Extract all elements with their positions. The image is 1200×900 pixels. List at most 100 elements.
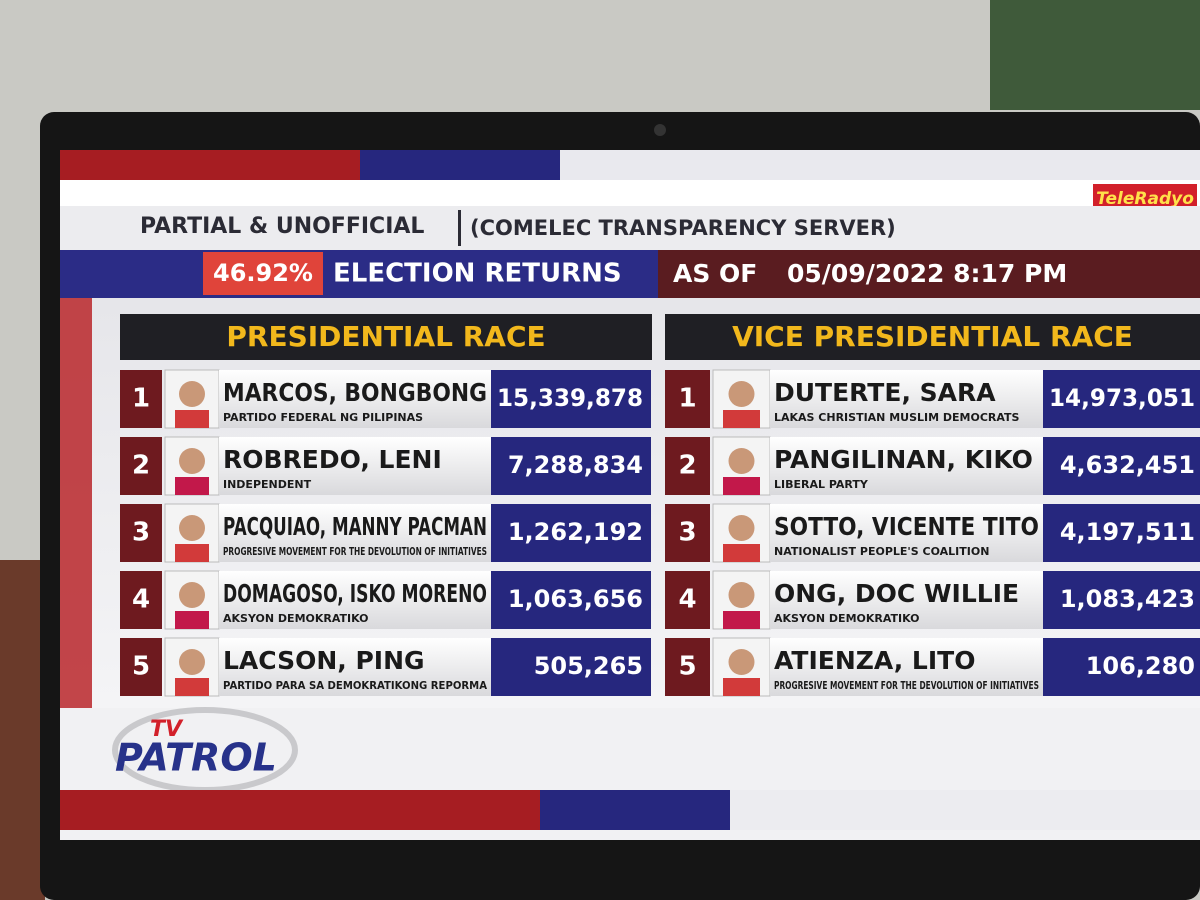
asof-band xyxy=(658,250,1200,298)
percent-box xyxy=(203,252,323,295)
votes: 14,973,051 xyxy=(1049,384,1195,412)
name-box xyxy=(219,370,491,428)
stripe-white xyxy=(560,150,1200,182)
photo-face xyxy=(179,582,205,608)
photo-body xyxy=(175,410,209,428)
candidate-name: PANGILINAN, KIKO xyxy=(774,445,1033,474)
candidate-name: PACQUIAO, MANNY PACMAN xyxy=(223,512,487,541)
votes-box xyxy=(1043,370,1200,428)
rank: 1 xyxy=(678,384,696,414)
photo-face xyxy=(179,381,205,407)
divider xyxy=(458,210,461,246)
rank: 1 xyxy=(132,384,150,414)
logo-top: TV xyxy=(150,717,184,742)
bottom-stripe-blue xyxy=(540,790,730,830)
rank: 2 xyxy=(132,451,150,481)
candidate-party: AKSYON DEMOKRATIKO xyxy=(774,612,920,625)
logo-main: PATROL xyxy=(115,736,277,780)
rank-box xyxy=(665,370,710,428)
returns-band xyxy=(60,250,658,298)
rank: 5 xyxy=(132,652,150,682)
percent: 46.92% xyxy=(213,259,313,287)
votes-box xyxy=(1043,437,1200,495)
votes-box xyxy=(491,504,651,562)
name-box xyxy=(770,370,1043,428)
votes-box xyxy=(491,571,651,629)
photo-face xyxy=(728,515,755,541)
name-box xyxy=(219,571,491,629)
photo-body xyxy=(175,544,209,562)
rank-box xyxy=(120,370,162,428)
rank-box xyxy=(665,437,710,495)
rank-box xyxy=(665,504,710,562)
votes: 505,265 xyxy=(534,652,643,680)
candidate-party: LAKAS CHRISTIAN MUSLIM DEMOCRATS xyxy=(774,411,1020,424)
desk xyxy=(0,560,45,900)
rank: 3 xyxy=(132,518,150,548)
bottom-stripe-red xyxy=(60,790,540,830)
photo-face xyxy=(728,582,755,608)
status: PARTIAL & UNOFFICIAL xyxy=(140,214,424,239)
name-box xyxy=(770,638,1043,696)
candidate-name: ROBREDO, LENI xyxy=(223,445,442,474)
votes-box xyxy=(1043,571,1200,629)
bottom-stripe-white xyxy=(730,790,1200,830)
photo-face xyxy=(728,381,755,407)
source: (COMELEC TRANSPARENCY SERVER) xyxy=(470,216,896,240)
votes-box xyxy=(1043,504,1200,562)
rank-box xyxy=(120,437,162,495)
votes: 4,632,451 xyxy=(1060,451,1195,479)
candidate-party: LIBERAL PARTY xyxy=(774,478,869,491)
votes: 1,262,192 xyxy=(508,518,643,546)
votes-box xyxy=(1043,638,1200,696)
photo-body xyxy=(723,544,760,562)
rank-box xyxy=(665,638,710,696)
photo-face xyxy=(179,649,205,675)
panel-edge xyxy=(60,298,92,708)
votes: 1,063,656 xyxy=(508,585,643,613)
votes: 1,083,423 xyxy=(1060,585,1195,613)
candidate-party: INDEPENDENT xyxy=(223,478,312,491)
stripe-blue xyxy=(360,150,560,182)
photo-face xyxy=(179,515,205,541)
name-box xyxy=(219,437,491,495)
photo-face xyxy=(728,649,755,675)
candidate-name: MARCOS, BONGBONG xyxy=(223,378,487,407)
webcam xyxy=(654,124,666,136)
candidate-name: ONG, DOC WILLIE xyxy=(774,579,1019,608)
name-box xyxy=(770,571,1043,629)
candidate-name: ATIENZA, LITO xyxy=(774,646,975,675)
race-title-box xyxy=(665,314,1200,360)
candidate-party: PROGRESIVE MOVEMENT FOR THE DEVOLUTION O… xyxy=(774,679,1039,692)
brand: TeleRadyo xyxy=(1096,189,1194,209)
logo: TV PATROL xyxy=(112,707,298,793)
votes: 106,280 xyxy=(1086,652,1195,680)
photo-body xyxy=(175,477,209,495)
top-band xyxy=(60,180,1200,206)
plant xyxy=(990,0,1200,110)
rank: 4 xyxy=(132,585,150,615)
photo-face xyxy=(728,448,755,474)
race-title-box xyxy=(120,314,652,360)
candidate-party: PARTIDO PARA SA DEMOKRATIKONG REPORMA xyxy=(223,679,487,692)
photo-body xyxy=(723,410,760,428)
rank-box xyxy=(120,504,162,562)
votes-box xyxy=(491,370,651,428)
race-title: VICE PRESIDENTIAL RACE xyxy=(732,320,1133,353)
race-title: PRESIDENTIAL RACE xyxy=(226,320,545,353)
votes-box xyxy=(491,437,651,495)
name-box xyxy=(219,638,491,696)
name-box xyxy=(770,437,1043,495)
name-box xyxy=(219,504,491,562)
photo-body xyxy=(723,678,760,696)
datetime: 05/09/2022 8:17 PM xyxy=(787,259,1067,288)
rank-box xyxy=(665,571,710,629)
rank: 3 xyxy=(678,518,696,548)
photo-body xyxy=(723,611,760,629)
photo-body xyxy=(723,477,760,495)
candidate-party: AKSYON DEMOKRATIKO xyxy=(223,612,369,625)
rank-box xyxy=(120,638,162,696)
candidate-party: PARTIDO FEDERAL NG PILIPINAS xyxy=(223,411,423,424)
